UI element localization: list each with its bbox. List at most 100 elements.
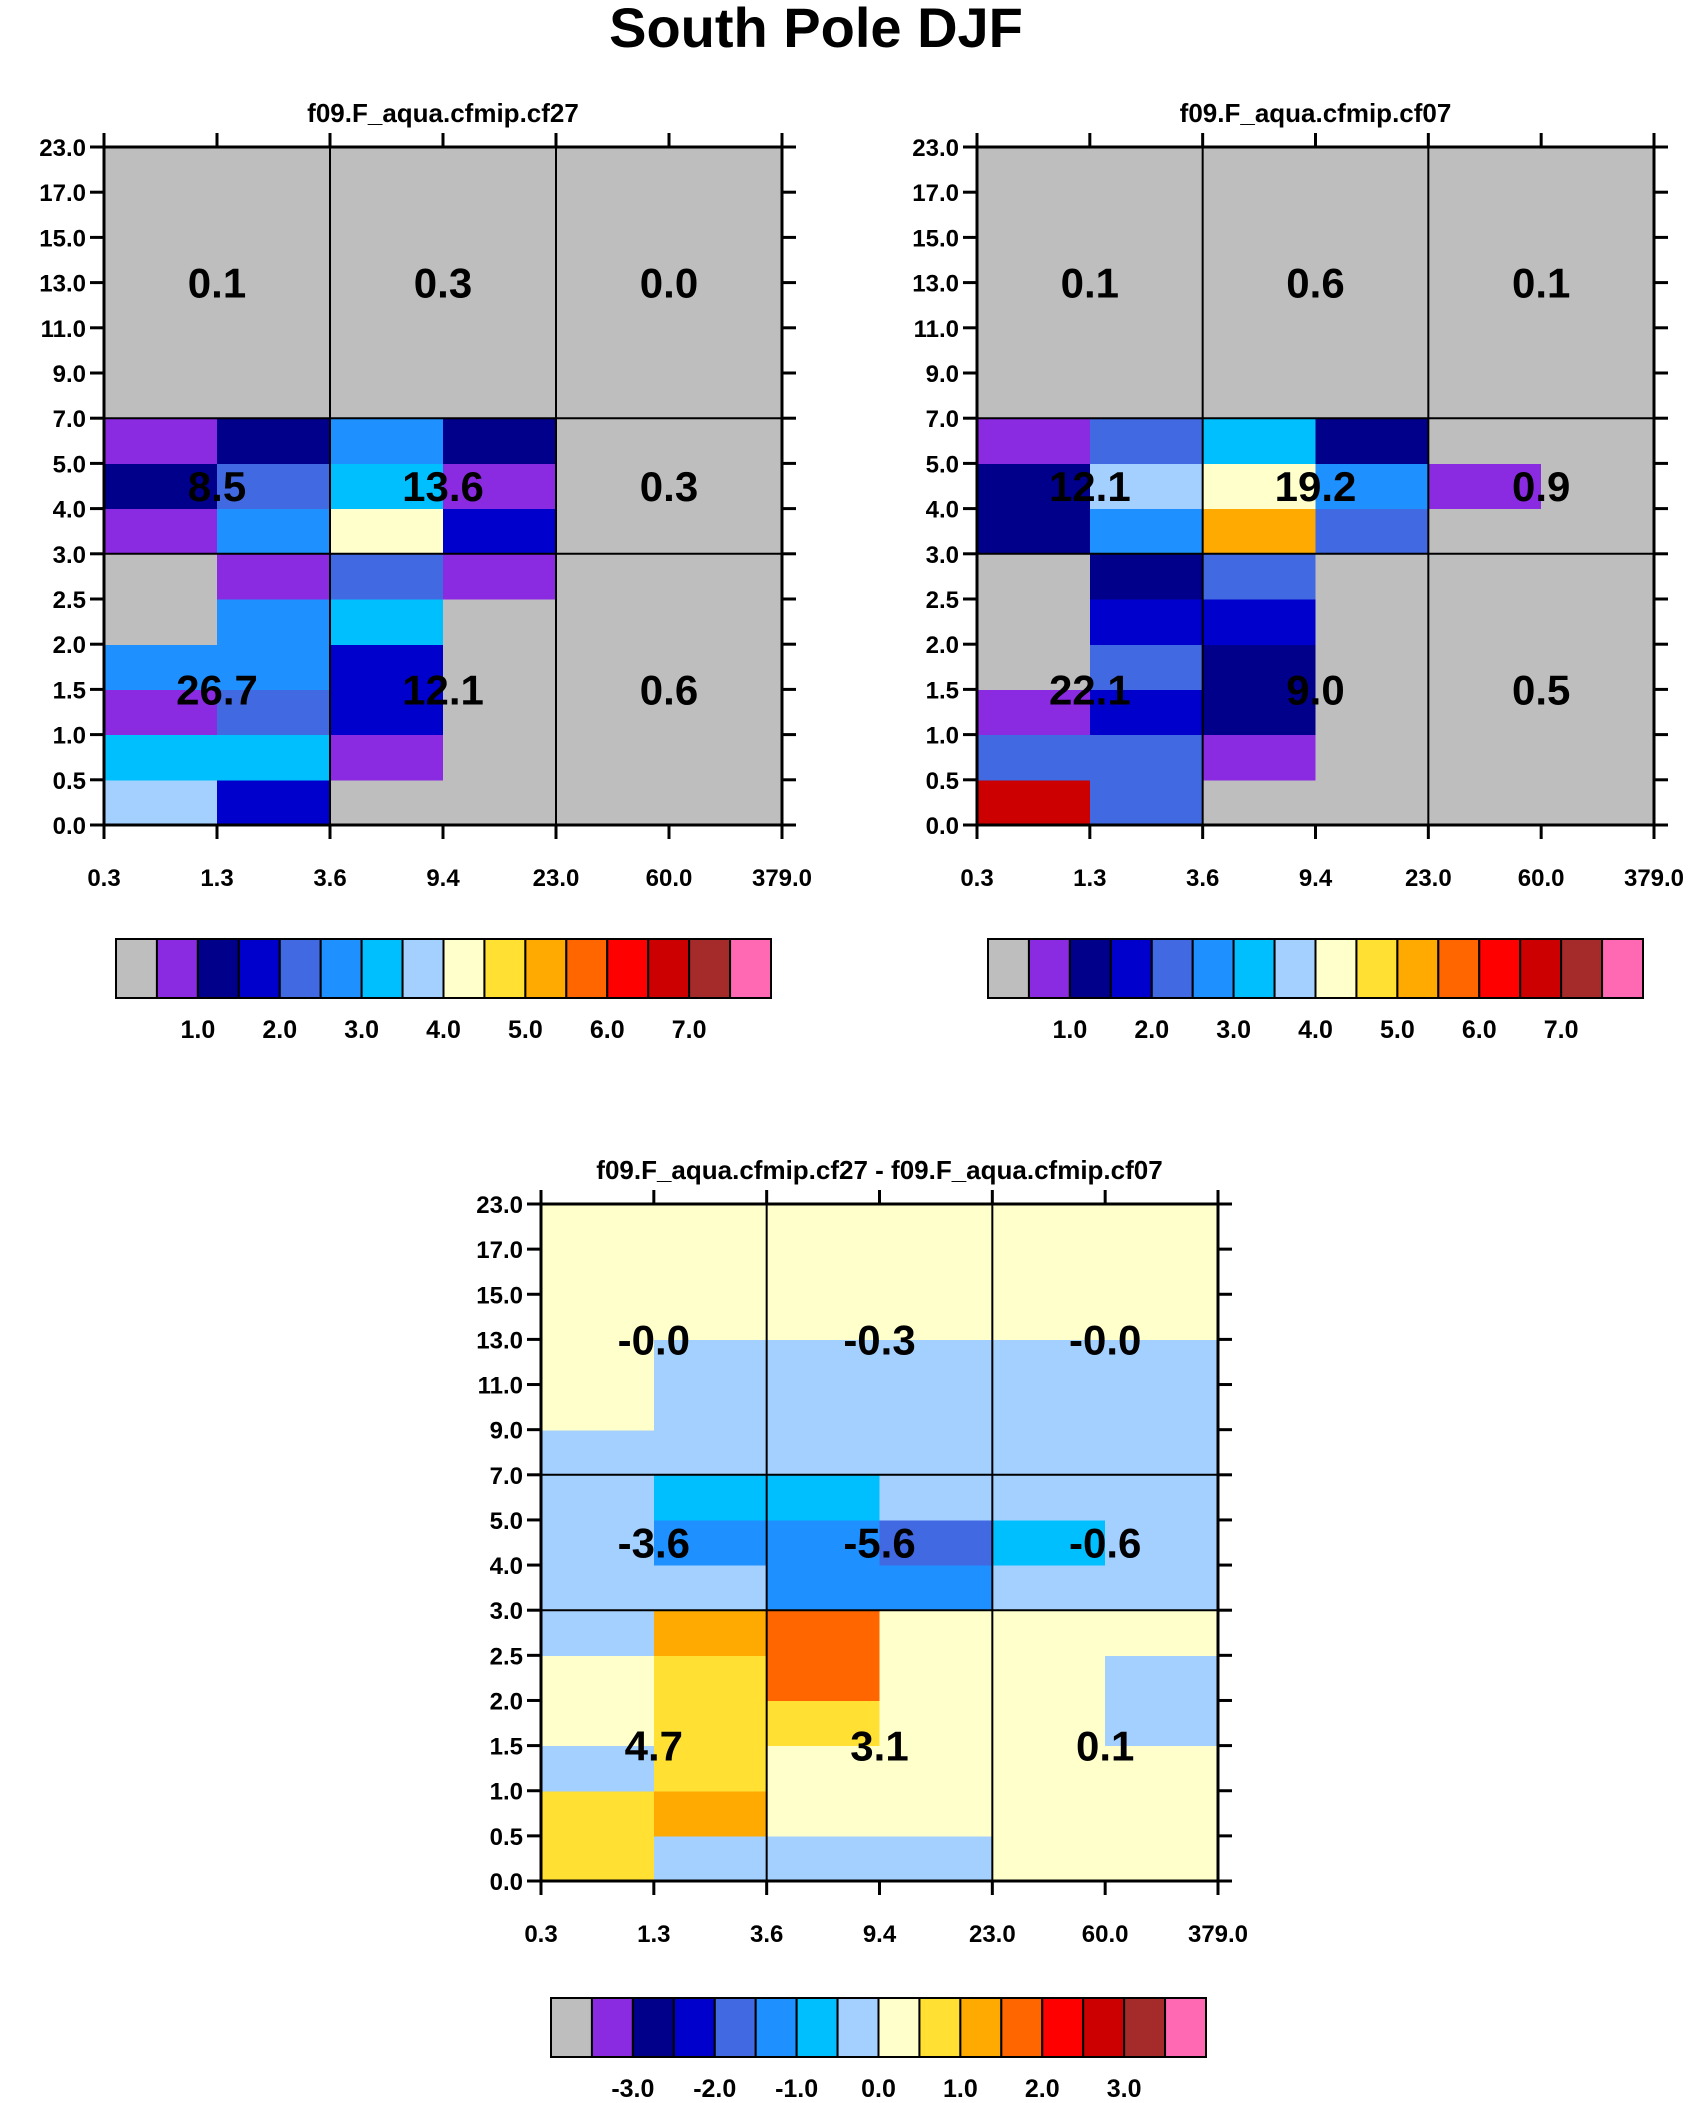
heatmap-cell (1105, 1204, 1219, 1250)
summary-value: 0.1 (1512, 260, 1570, 307)
y-tick-label: 7.0 (926, 406, 959, 433)
heatmap-cell (1541, 508, 1655, 555)
y-tick-label: 7.0 (490, 1463, 523, 1490)
heatmap-cell (443, 192, 557, 238)
heatmap-cell (977, 779, 1091, 826)
heatmap-cell (977, 237, 1091, 284)
heatmap-cell (330, 463, 444, 510)
heatmap-cell (766, 1835, 881, 1882)
y-tick-label: 1.5 (926, 677, 959, 704)
heatmap-cell (1428, 373, 1542, 419)
heatmap-cell (1315, 508, 1429, 555)
colorbar-box (115, 938, 158, 999)
heatmap-cell (443, 418, 557, 464)
heatmap-cell (653, 1745, 768, 1792)
heatmap-cell (217, 418, 331, 464)
heatmap-cell (556, 373, 670, 419)
colorbar-box (1068, 938, 1112, 999)
heatmap-cell (217, 779, 331, 826)
colorbar-label: 2.0 (262, 1016, 297, 1044)
heatmap-cell (1202, 192, 1317, 238)
summary-value: 0.6 (640, 666, 698, 713)
heatmap-cell (1105, 1835, 1219, 1882)
heatmap-cell (1089, 734, 1204, 781)
heatmap-cell (217, 734, 331, 781)
heatmap-cell (1105, 1249, 1219, 1295)
x-tick-label: 23.0 (533, 865, 580, 892)
colorbar-box (590, 1997, 634, 2058)
colorbar-box (196, 938, 240, 999)
panel-title: f09.F_aqua.cfmip.cf07 (1180, 98, 1452, 128)
y-tick-label: 17.0 (912, 180, 959, 207)
x-tick-label: 9.4 (1299, 865, 1333, 892)
heatmap-cell (766, 1204, 881, 1250)
colorbar-label: 3.0 (344, 1016, 379, 1044)
summary-value: 0.1 (1061, 260, 1119, 307)
heatmap-cell (992, 1384, 1106, 1431)
y-tick-label: 1.0 (53, 723, 86, 750)
y-tick-label: 2.0 (926, 632, 959, 659)
heatmap-cell (992, 1474, 1106, 1521)
heatmap-cell (669, 508, 783, 555)
y-tick-label: 15.0 (476, 1282, 523, 1309)
heatmap-cell (1202, 734, 1317, 781)
summary-value: 0.3 (640, 463, 698, 510)
colorbar-label: 2.0 (1025, 2075, 1060, 2103)
colorbar-box (1396, 938, 1440, 999)
colorbar-label: 0.0 (861, 2075, 896, 2103)
colorbar-label: 1.0 (943, 2075, 978, 2103)
heatmap-cell (879, 1790, 993, 1837)
summary-value: 3.1 (850, 1723, 908, 1770)
heatmap-cell (653, 1474, 768, 1521)
y-tick-label: 2.0 (490, 1688, 523, 1715)
heatmap-cell (653, 1249, 768, 1295)
heatmap-cell (1541, 237, 1655, 284)
summary-value: 26.7 (176, 666, 258, 713)
y-tick-label: 3.0 (53, 542, 86, 569)
heatmap-cell (992, 1294, 1106, 1340)
heatmap-cell (217, 689, 331, 736)
heatmap-cell (1541, 147, 1655, 193)
colorbar-label: 2.0 (1134, 1016, 1169, 1044)
heatmap-cell (879, 1745, 993, 1792)
y-tick-label: 3.0 (926, 542, 959, 569)
y-tick-label: 13.0 (912, 271, 959, 298)
summary-value: 4.7 (625, 1723, 683, 1770)
summary-value: 0.1 (188, 260, 246, 307)
heatmap-cell (104, 237, 218, 284)
x-tick-label: 379.0 (752, 865, 812, 892)
heatmap-cell (104, 599, 218, 645)
heatmap-cell (766, 1474, 881, 1521)
y-tick-label: 0.0 (53, 813, 86, 840)
heatmap-cell (669, 147, 783, 193)
colorbar-box (483, 938, 527, 999)
heatmap-cell (1541, 282, 1655, 329)
heatmap-cell (330, 237, 444, 284)
heatmap-cell (992, 1835, 1106, 1882)
heatmap-cell (1105, 1474, 1219, 1521)
x-tick-label: 60.0 (1518, 865, 1565, 892)
heatmap-cell (1105, 1745, 1219, 1792)
summary-value: 0.9 (1512, 463, 1570, 510)
colorbar-box (1191, 938, 1235, 999)
heatmap-cell (556, 282, 670, 329)
heatmap-cell (669, 734, 783, 781)
colorbar-box (550, 1997, 593, 2058)
heatmap-cell (217, 147, 331, 193)
heatmap-cell (669, 282, 783, 329)
x-tick-label: 0.3 (87, 865, 120, 892)
y-tick-label: 15.0 (912, 225, 959, 252)
heatmap-cell (992, 1745, 1106, 1792)
summary-value: 19.2 (1275, 463, 1357, 510)
x-tick-label: 9.4 (426, 865, 460, 892)
x-tick-label: 3.6 (750, 1921, 783, 1948)
y-tick-label: 2.0 (53, 632, 86, 659)
heatmap-cell (669, 779, 783, 826)
heatmap-cell (653, 1655, 768, 1702)
heatmap-cell (1105, 1384, 1219, 1431)
heatmap-cell (1315, 689, 1429, 736)
heatmap-cell (556, 644, 670, 690)
heatmap-cell (330, 734, 444, 781)
heatmap-cell (1105, 1610, 1219, 1656)
heatmap-cell (443, 373, 557, 419)
